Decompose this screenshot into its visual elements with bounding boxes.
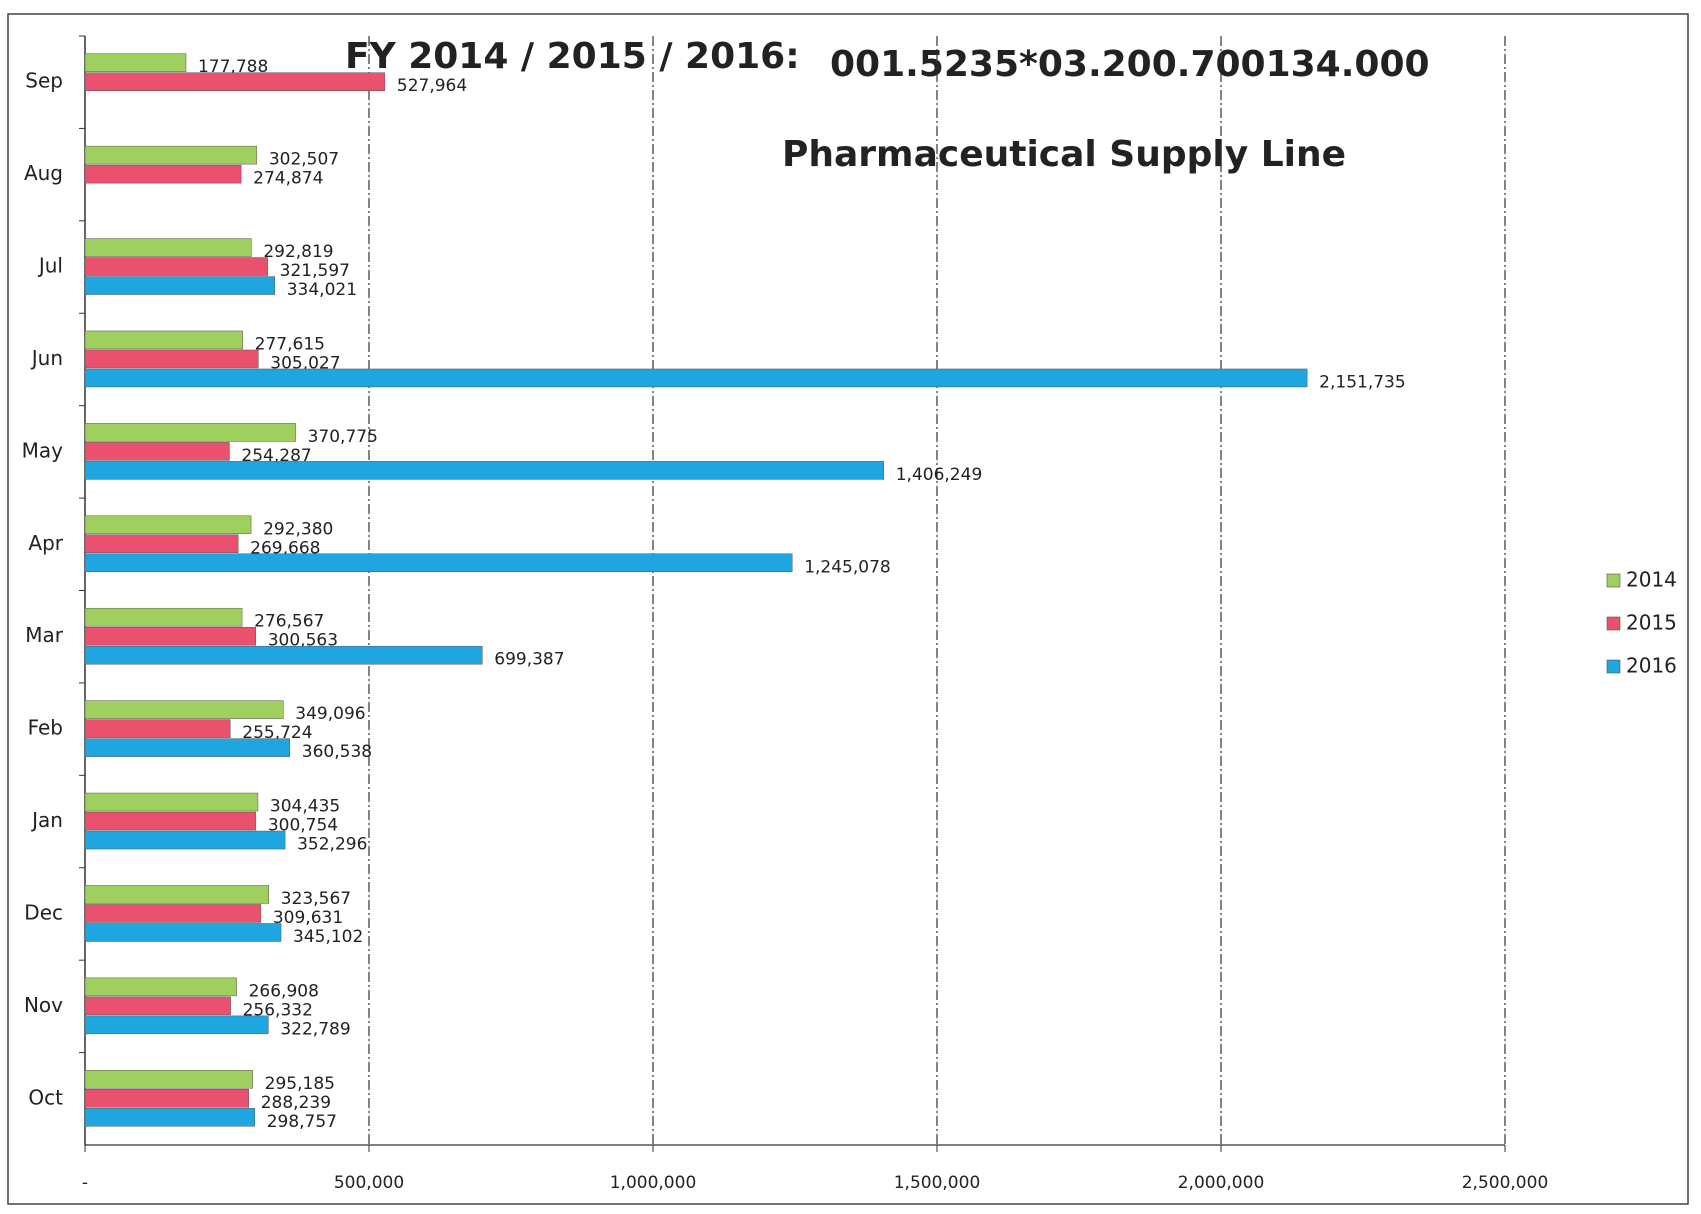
bar bbox=[84, 515, 252, 535]
value-label: 266,908 bbox=[249, 981, 319, 1001]
y-tick-label: Jul bbox=[37, 254, 63, 278]
x-tick-label: 500,000 bbox=[334, 1173, 404, 1193]
bar bbox=[84, 442, 230, 461]
value-label: 323,567 bbox=[281, 889, 351, 909]
value-label: 352,296 bbox=[297, 835, 367, 855]
bar bbox=[84, 811, 257, 831]
x-tick-label: 1,000,000 bbox=[610, 1173, 697, 1193]
legend-swatch bbox=[1606, 616, 1621, 631]
value-label: 309,631 bbox=[273, 908, 343, 928]
legend-label: 2015 bbox=[1626, 611, 1677, 635]
y-tick-label: Nov bbox=[24, 993, 63, 1017]
y-tick-label: Mar bbox=[25, 623, 64, 647]
bar bbox=[84, 885, 270, 904]
value-label: 276,567 bbox=[254, 612, 324, 632]
y-tick-label: Oct bbox=[28, 1085, 63, 1109]
x-tick-label: - bbox=[82, 1173, 88, 1193]
bar bbox=[84, 53, 187, 72]
bar bbox=[84, 996, 231, 1016]
bar bbox=[84, 1015, 269, 1035]
value-label: 305,027 bbox=[270, 353, 340, 373]
value-label: 269,668 bbox=[250, 538, 320, 558]
value-label: 345,102 bbox=[293, 927, 363, 947]
y-tick-label: Sep bbox=[25, 69, 63, 93]
legend-label: 2014 bbox=[1626, 568, 1677, 592]
bar bbox=[84, 145, 258, 165]
bar bbox=[84, 738, 291, 757]
bar bbox=[84, 1070, 253, 1089]
value-label: 370,775 bbox=[308, 427, 378, 447]
bar bbox=[84, 626, 256, 646]
chart-border bbox=[7, 13, 1689, 1205]
value-label: 274,874 bbox=[253, 169, 323, 189]
bar bbox=[84, 719, 231, 738]
x-tick-label: 2,000,000 bbox=[1178, 1173, 1265, 1193]
chart-code: 001.5235*03.200.700134.000 bbox=[830, 44, 1430, 85]
value-label: 292,380 bbox=[263, 519, 333, 539]
legend-swatch bbox=[1606, 659, 1621, 674]
value-label: 699,387 bbox=[494, 650, 564, 670]
x-tick-label: 1,500,000 bbox=[894, 1173, 981, 1193]
bar bbox=[84, 792, 259, 812]
value-label: 334,021 bbox=[287, 280, 357, 300]
bar bbox=[84, 553, 793, 573]
bar bbox=[84, 700, 284, 719]
bar bbox=[84, 276, 275, 295]
value-label: 288,239 bbox=[261, 1093, 331, 1113]
bar bbox=[84, 423, 296, 442]
bar bbox=[84, 257, 268, 276]
bar bbox=[84, 368, 1308, 388]
bar bbox=[84, 534, 239, 554]
value-label: 1,406,249 bbox=[896, 465, 983, 485]
y-tick-label: Feb bbox=[28, 716, 63, 740]
value-label: 177,788 bbox=[198, 57, 268, 77]
value-label: 292,819 bbox=[263, 242, 333, 262]
y-tick-label: Aug bbox=[24, 161, 63, 185]
bar bbox=[84, 349, 259, 369]
bar bbox=[84, 1089, 249, 1108]
value-label: 360,538 bbox=[302, 742, 372, 762]
bar bbox=[84, 330, 243, 350]
chart-title: FY 2014 / 2015 / 2016: bbox=[345, 36, 800, 77]
value-label: 300,754 bbox=[268, 816, 338, 836]
value-label: 255,724 bbox=[242, 723, 312, 743]
bar bbox=[84, 607, 243, 627]
bar bbox=[84, 645, 483, 665]
bar bbox=[84, 830, 286, 850]
value-label: 300,563 bbox=[268, 631, 338, 651]
value-label: 527,964 bbox=[397, 76, 467, 96]
bar bbox=[84, 461, 884, 480]
y-tick-label: Jun bbox=[30, 346, 63, 370]
bar bbox=[84, 977, 237, 997]
value-label: 277,615 bbox=[255, 334, 325, 354]
y-tick-label: Dec bbox=[24, 900, 63, 924]
bar bbox=[84, 164, 242, 184]
legend-label: 2016 bbox=[1626, 654, 1677, 678]
bar bbox=[84, 904, 262, 923]
bar bbox=[84, 923, 282, 942]
value-label: 302,507 bbox=[269, 150, 339, 170]
value-label: 322,789 bbox=[280, 1019, 350, 1039]
bar bbox=[84, 238, 252, 257]
value-label: 254,287 bbox=[241, 446, 311, 466]
value-label: 256,332 bbox=[243, 1000, 313, 1020]
value-label: 298,757 bbox=[267, 1112, 337, 1132]
legend-swatch bbox=[1606, 573, 1621, 588]
y-tick-label: May bbox=[22, 438, 64, 462]
value-label: 1,245,078 bbox=[804, 557, 891, 577]
value-label: 2,151,735 bbox=[1319, 372, 1406, 392]
y-tick-label: Jan bbox=[30, 808, 63, 832]
chart-subtitle: Pharmaceutical Supply Line bbox=[782, 134, 1346, 175]
value-label: 321,597 bbox=[280, 261, 350, 281]
bar bbox=[84, 1108, 255, 1127]
value-label: 349,096 bbox=[295, 704, 365, 724]
y-tick-label: Apr bbox=[28, 531, 63, 555]
value-label: 295,185 bbox=[265, 1074, 335, 1094]
bar bbox=[84, 72, 386, 91]
value-label: 304,435 bbox=[270, 797, 340, 817]
x-tick-label: 2,500,000 bbox=[1462, 1173, 1549, 1193]
